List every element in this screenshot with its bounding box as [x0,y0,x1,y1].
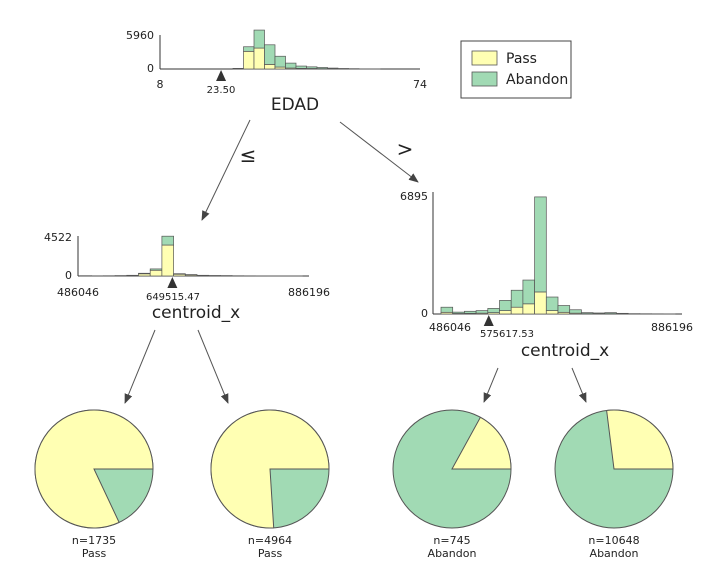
legend-label-pass: Pass [506,51,537,67]
legend-label-abandon: Abandon [506,72,568,88]
right-feature-label: centroid_x [521,341,609,361]
histogram-bar-abandon [487,308,500,313]
left-node: 4522 0 486046 886196 649515.47 centroid_… [44,231,330,323]
right-y-zero-label: 0 [421,307,428,320]
histogram-bar-pass [243,50,255,70]
edge-right-leaf4 [571,367,587,403]
histogram-bar-abandon [440,306,454,313]
root-split-marker [216,70,227,81]
root-x-min-label: 8 [157,78,164,91]
leaf-node: n=745 Abandon [392,409,512,560]
leaf-n-label: n=10648 [588,534,639,547]
histogram-bar-abandon [173,273,186,275]
root-feature-label: EDAD [271,95,319,115]
histogram-bar-abandon [581,312,594,315]
right-split-label: 575617.53 [480,329,534,340]
right-split-marker [483,315,494,326]
leaf-node: n=1735 Pass [34,409,154,560]
leaf-pie-pass [210,409,330,529]
edge-label-le: ≤ [240,143,257,167]
left-x-max-label: 886196 [288,286,330,299]
right-node: 6895 0 486046 886196 575617.53 centroid_… [400,190,693,361]
histogram-bar-abandon [499,300,512,311]
histogram-bar-abandon [316,67,328,70]
histogram-bar-abandon [306,66,318,69]
histogram-bar-abandon [464,310,477,314]
leaf-class-label: Abandon [428,547,477,560]
edge-label-gt: > [397,137,414,161]
edge-left-leaf1 [124,329,156,404]
right-histogram [440,196,676,315]
histogram-bar-abandon [534,196,547,293]
histogram-bar-abandon [604,312,617,315]
leaf-node: n=10648 Abandon [554,409,674,560]
histogram-bar-abandon [295,65,307,69]
leaf-n-label: n=1735 [72,534,116,547]
leaf-n-label: n=745 [433,534,470,547]
root-x-max-label: 74 [413,78,427,91]
histogram-bar-pass [510,306,524,315]
histogram-bar-abandon [557,305,571,313]
left-split-label: 649515.47 [146,292,200,303]
leaf-class-label: Pass [258,547,283,560]
histogram-bar-pass [534,291,547,315]
histogram-bar-abandon [522,279,535,305]
leaf-class-label: Pass [82,547,107,560]
histogram-bar-abandon [569,309,582,314]
leaf-pie-pass [606,409,674,470]
histogram-bar-abandon [149,268,163,271]
histogram-bar-abandon [475,310,489,314]
histogram-bar-abandon [510,289,524,308]
root-y-zero-label: 0 [147,62,154,75]
histogram-bar-pass [149,269,163,277]
histogram-bar-abandon [161,235,174,246]
leaf-pie-pass [34,409,154,529]
histogram-bar-abandon [285,62,297,69]
right-x-max-label: 886196 [651,321,693,334]
histogram-bar-pass [545,310,559,315]
left-feature-label: centroid_x [152,303,240,323]
histogram-bar-pass [499,310,512,315]
legend-swatch-pass [471,50,498,66]
histogram-bar-abandon [327,67,339,70]
left-y-max-label: 4522 [44,231,72,244]
left-histogram [79,235,303,277]
left-y-zero-label: 0 [65,269,72,282]
histogram-bar-abandon [253,29,265,49]
edge-root-right [339,121,419,183]
root-y-max-label: 5960 [126,29,154,42]
histogram-bar-pass [522,303,535,315]
leaf-n-label: n=4964 [248,534,292,547]
edge-root-left [201,119,251,221]
root-node: 5960 0 8 74 23.50 EDAD [126,29,427,115]
histogram-bar-abandon [616,312,629,315]
histogram-bar-abandon [452,311,465,314]
histogram-bar-pass [161,244,174,277]
root-histogram [232,29,381,70]
root-split-label: 23.50 [207,85,236,96]
histogram-bar-pass [264,64,276,70]
edge-right-leaf3 [483,367,499,403]
histogram-bar-abandon [138,272,151,275]
histogram-bar-abandon [243,46,255,52]
edge-left-leaf2 [197,329,229,404]
histogram-bar-abandon [592,312,606,315]
histogram-bar-abandon [545,296,559,311]
histogram-bar-abandon [264,44,276,65]
left-split-marker [167,277,178,288]
legend-swatch-abandon [471,71,498,87]
legend-box [460,40,572,99]
leaf-class-label: Abandon [590,547,639,560]
legend: Pass Abandon [460,40,572,99]
left-x-min-label: 486046 [57,286,99,299]
histogram-bar-pass [253,47,265,70]
leaf-pie-pass [451,416,512,470]
histogram-bar-abandon [274,55,286,68]
right-x-min-label: 486046 [429,321,471,334]
leaf-node: n=4964 Pass [210,409,330,560]
right-y-max-label: 6895 [400,190,428,203]
